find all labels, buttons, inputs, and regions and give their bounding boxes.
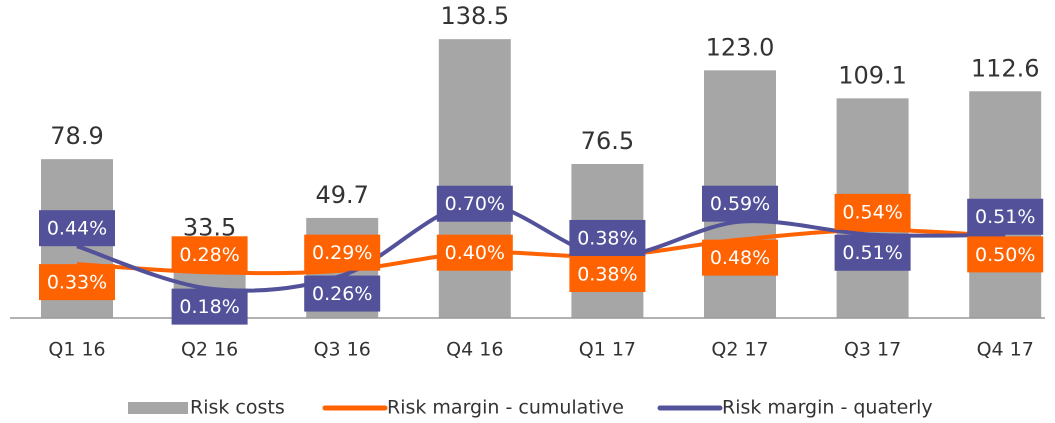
x-tick-label: Q3 16 [314,339,371,361]
x-tick-label: Q4 16 [446,339,503,361]
value-label-box [569,255,646,292]
line-value-label: 0.38% [577,227,637,249]
x-tick-label: Q4 17 [977,339,1034,361]
line-value-label: 0.33% [47,272,107,294]
line-value-label: 0.50% [975,244,1035,266]
line-value-label: 0.40% [445,242,505,264]
line-value-label: 0.48% [710,247,770,269]
bar-value-label: 78.9 [50,122,103,150]
bar-value-label: 49.7 [315,181,368,209]
bar-value-label: 123.0 [706,33,775,61]
legend-label: Risk costs [190,397,285,419]
value-label-box [569,219,646,256]
line-value-label: 0.26% [312,283,372,305]
value-label-box [834,234,911,271]
bar [438,39,511,319]
line-value-label: 0.51% [842,242,902,264]
x-tick-label: Q3 17 [844,339,901,361]
line-value-label: 0.38% [577,263,637,285]
legend-label: Risk margin - quaterly [722,397,933,419]
bar-value-label: 109.1 [838,61,907,89]
value-label-box [39,210,115,247]
bar-value-label: 112.6 [971,54,1040,82]
x-tick-label: Q1 17 [579,339,636,361]
line-value-label: 0.54% [842,201,902,223]
value-label-box [304,275,381,312]
value-label-box [702,239,778,276]
legend-label: Risk margin - cumulative [387,397,624,419]
value-label-box [39,264,115,301]
value-label-box [171,236,248,273]
line-value-label: 0.70% [445,193,505,215]
value-label-box [171,288,248,325]
line-value-label: 0.18% [179,296,239,318]
line-value-label: 0.59% [710,193,770,215]
x-tick-label: Q1 16 [48,339,105,361]
bar-value-label: 138.5 [440,2,509,30]
line-value-label: 0.28% [179,244,239,266]
x-tick-label: Q2 17 [711,339,768,361]
legend-swatch [128,402,188,414]
x-tick-label: Q2 16 [181,339,238,361]
value-label-box [436,185,513,222]
line-value-label: 0.44% [47,218,107,240]
value-label-box [304,234,381,271]
line [76,227,1006,276]
value-label-box [702,185,778,222]
value-label-box [834,193,911,230]
value-label-box [436,234,513,271]
value-label-box [967,236,1044,273]
value-label-box [967,198,1044,235]
line-value-label: 0.51% [975,206,1035,228]
bar-value-label: 76.5 [581,127,634,155]
line-value-label: 0.29% [312,242,372,264]
